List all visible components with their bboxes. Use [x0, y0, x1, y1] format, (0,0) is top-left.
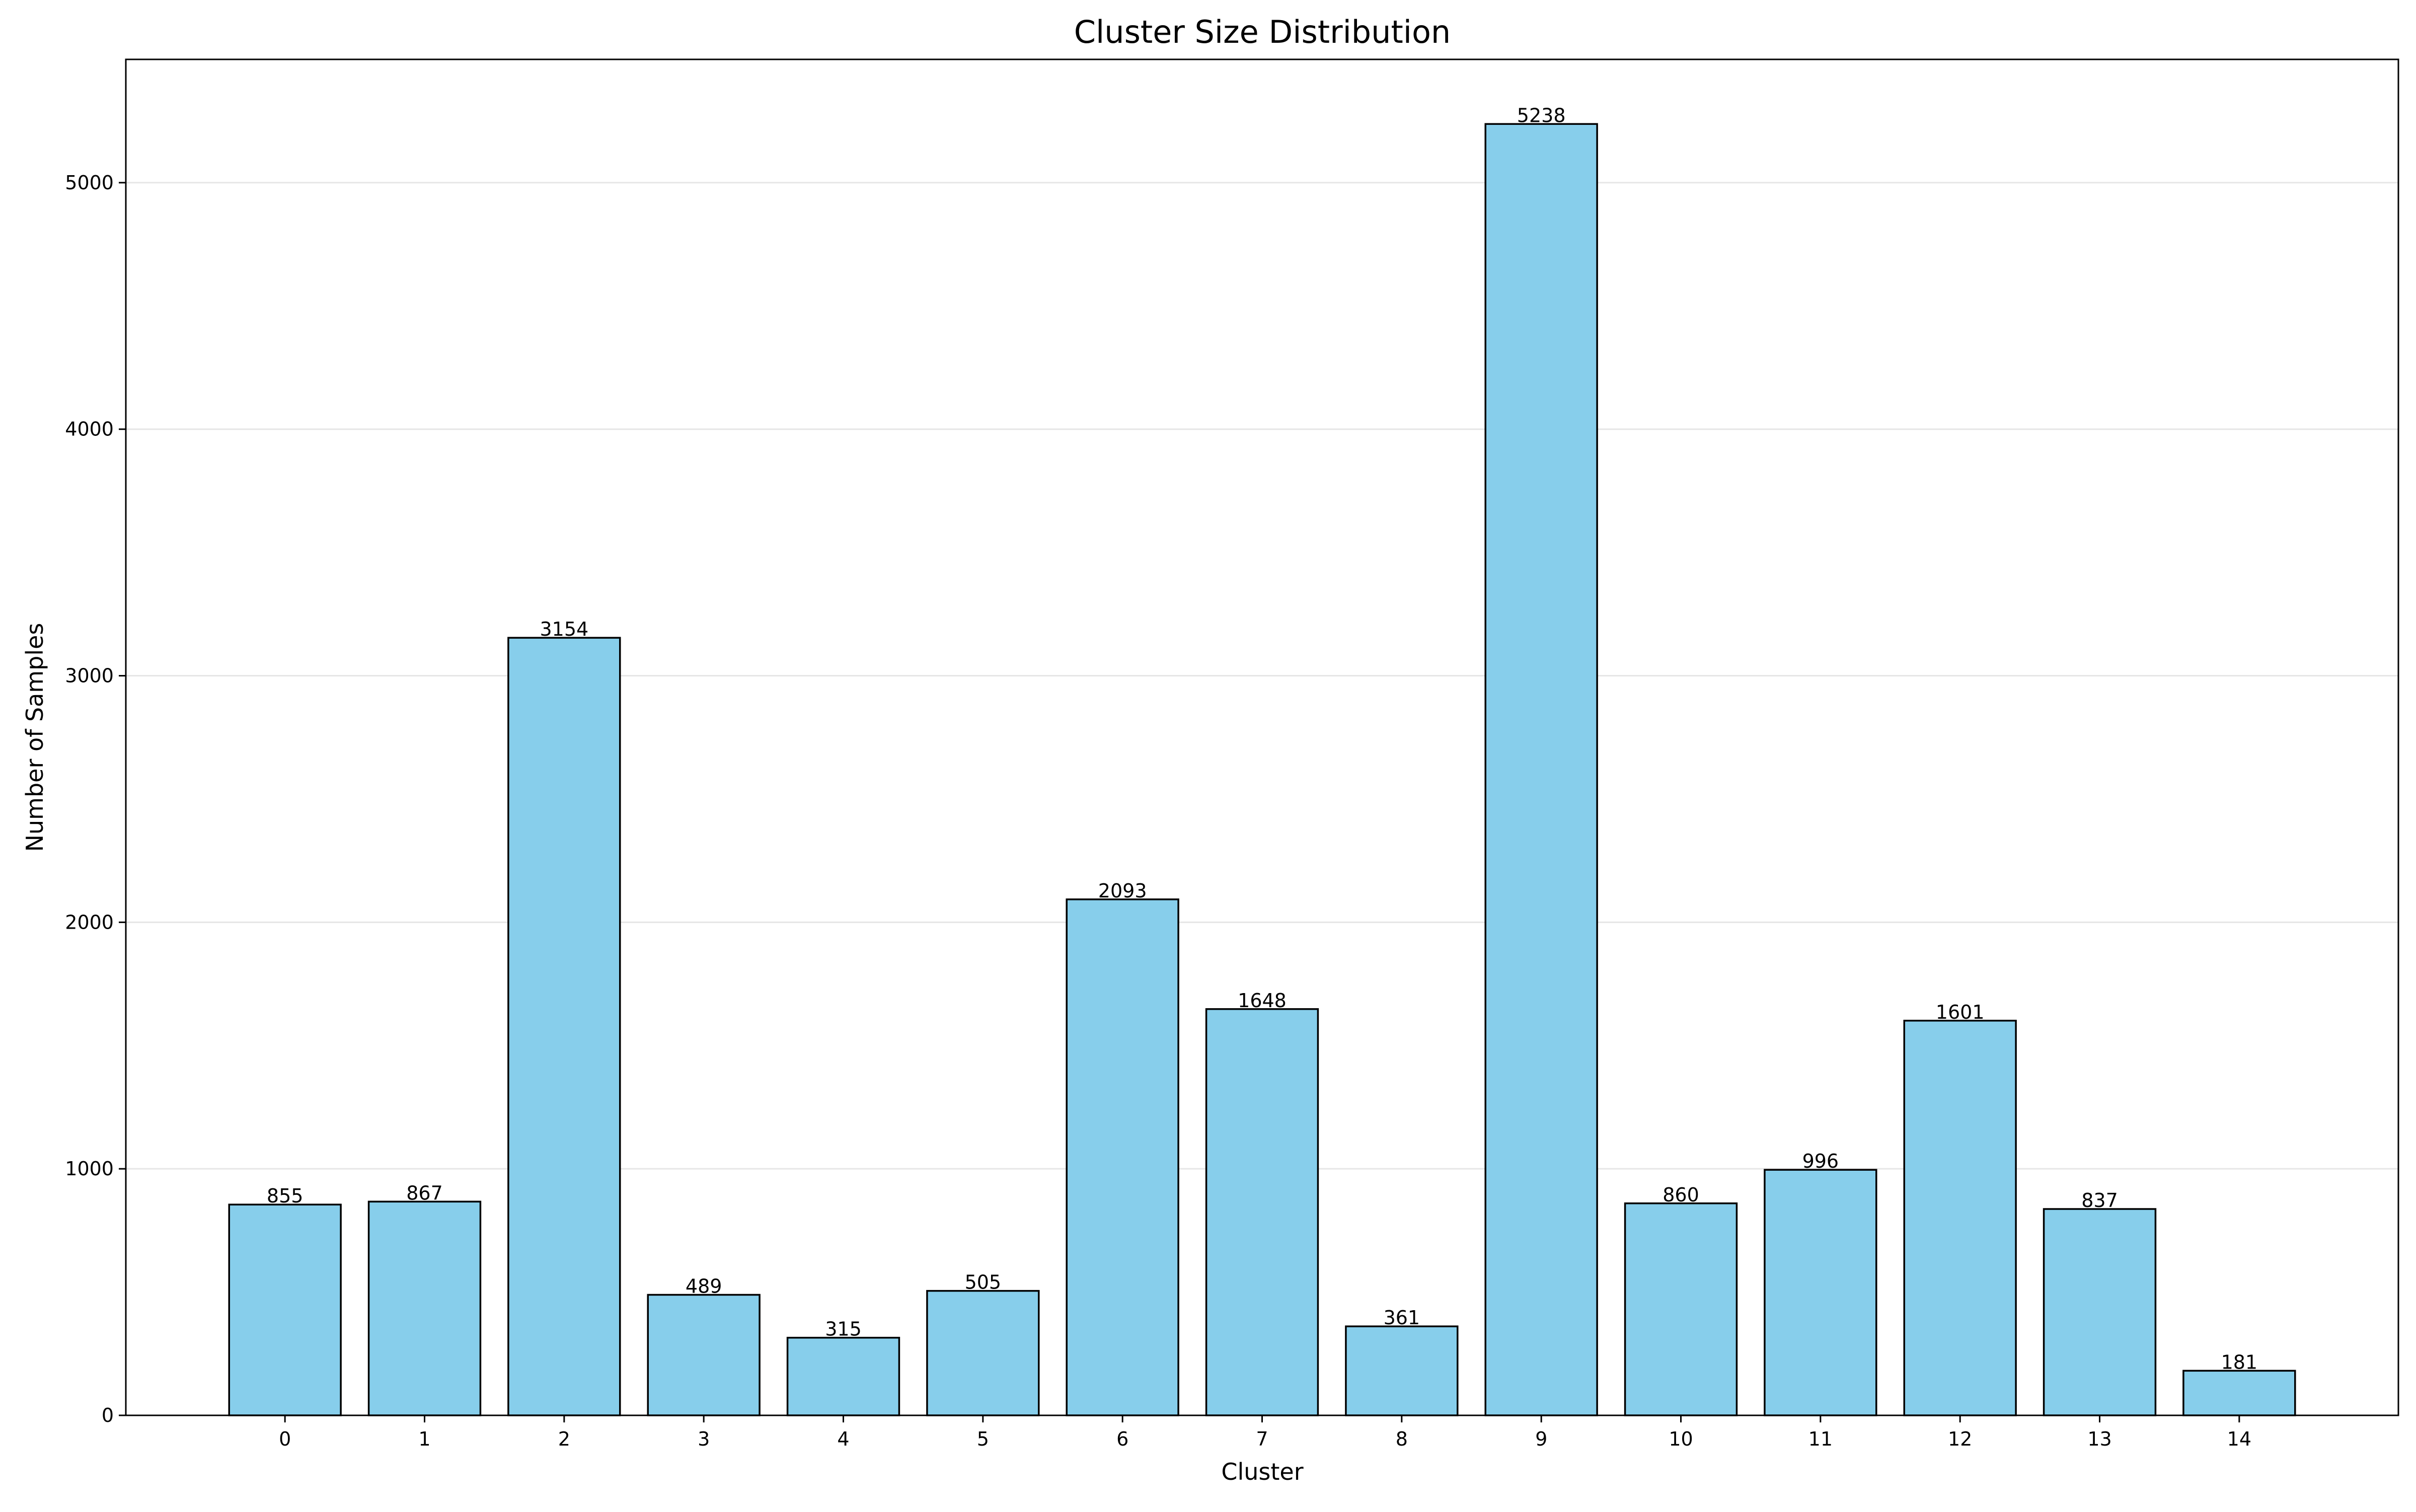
x-tick-label: 12 [1948, 1428, 1972, 1450]
x-tick-label: 11 [1808, 1428, 1833, 1450]
bar-value-label: 5238 [1517, 104, 1566, 126]
bar-value-label: 860 [1663, 1184, 1699, 1206]
x-tick-label: 9 [1535, 1428, 1547, 1450]
bar-value-label: 3154 [540, 618, 588, 640]
x-tick-label: 6 [1116, 1428, 1128, 1450]
bar [1484, 123, 1598, 1416]
bar-value-label: 837 [2081, 1189, 2118, 1212]
bar [367, 1200, 482, 1416]
bar-value-label: 1648 [1238, 990, 1287, 1012]
bar [647, 1294, 761, 1416]
data-labels: 855 867 3154 489 315 505 2093 1648 361 5238 860 996… [267, 104, 2257, 1373]
bar [926, 1290, 1040, 1416]
y-tick-label: 1000 [65, 1158, 114, 1180]
x-tick-label: 7 [1256, 1428, 1268, 1450]
x-tick-label: 0 [279, 1428, 291, 1450]
bar-value-label: 855 [267, 1185, 304, 1207]
bar-value-label: 2093 [1098, 880, 1147, 902]
bar-value-label: 361 [1384, 1307, 1420, 1329]
y-tick-label: 4000 [65, 418, 114, 440]
bar [507, 637, 621, 1416]
bar [1903, 1020, 2017, 1416]
bar [786, 1336, 900, 1416]
bar-value-label: 996 [1802, 1150, 1839, 1172]
bar-value-label: 315 [825, 1318, 862, 1340]
x-tick-label: 14 [2227, 1428, 2251, 1450]
bar [1764, 1169, 1877, 1416]
bar-value-label: 867 [406, 1182, 443, 1204]
y-tick-label: 5000 [65, 172, 114, 194]
bar [2182, 1370, 2296, 1416]
y-axis-label: Number of Samples [21, 623, 48, 852]
bar [1066, 898, 1179, 1416]
x-tick-label: 13 [2087, 1428, 2111, 1450]
bar-value-label: 1601 [1936, 1001, 1985, 1023]
bar-value-label: 489 [686, 1275, 722, 1297]
x-tick-label: 5 [977, 1428, 989, 1450]
x-tick-label: 4 [837, 1428, 849, 1450]
bar [1624, 1202, 1738, 1416]
bar [1345, 1325, 1459, 1416]
bar-value-label: 505 [965, 1271, 1002, 1294]
chart-title: Cluster Size Distribution [1074, 14, 1451, 50]
x-axis-label: Cluster [1221, 1458, 1303, 1485]
bar [1205, 1008, 1319, 1416]
x-tick-label: 1 [418, 1428, 430, 1450]
bar [228, 1203, 342, 1416]
y-tick-label: 0 [102, 1404, 114, 1426]
plot-frame [125, 58, 2399, 1416]
y-tick-label: 3000 [65, 665, 114, 687]
bar-value-label: 181 [2221, 1351, 2258, 1373]
x-tick-label: 10 [1669, 1428, 1693, 1450]
axes: 0 1 2 3 4 5 6 7 8 9 10 11 12 13 1401000200030004000500… [65, 58, 2399, 1450]
x-tick-label: 3 [698, 1428, 710, 1450]
y-tick-label: 2000 [65, 911, 114, 933]
grid-lines [126, 182, 2398, 1170]
bars [228, 123, 2296, 1416]
x-tick-label: 8 [1396, 1428, 1408, 1450]
bar [2043, 1208, 2157, 1416]
x-tick-label: 2 [558, 1428, 570, 1450]
